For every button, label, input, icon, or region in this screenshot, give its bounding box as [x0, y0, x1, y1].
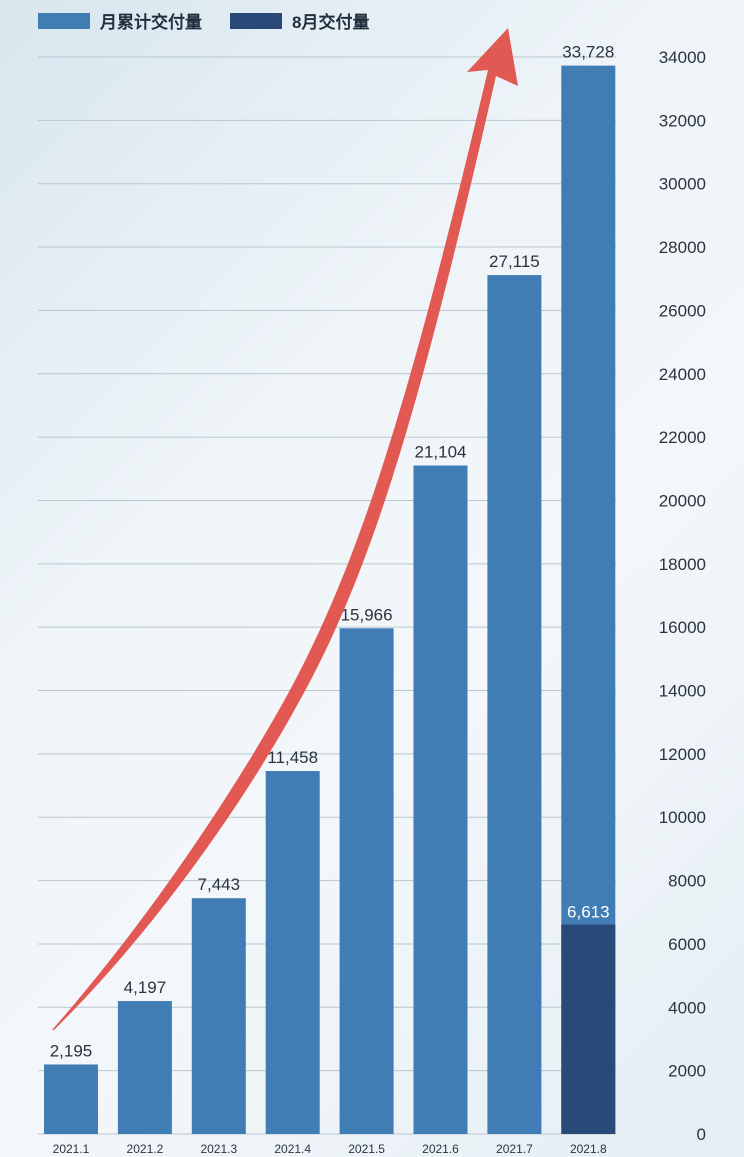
bar-cumulative	[265, 771, 320, 1134]
legend-label-august: 8月交付量	[292, 13, 370, 32]
y-tick-label: 30000	[659, 175, 706, 194]
y-tick-label: 22000	[659, 428, 706, 447]
x-tick-label: 2021.2	[127, 1142, 164, 1156]
bar-august	[561, 924, 616, 1134]
x-tick-label: 2021.3	[200, 1142, 237, 1156]
legend: 月累计交付量 8月交付量	[38, 8, 397, 33]
data-label: 11,458	[267, 748, 318, 767]
data-label: 33,728	[562, 43, 614, 62]
y-tick-label: 8000	[668, 872, 706, 891]
data-label: 21,104	[415, 442, 467, 461]
y-tick-label: 20000	[659, 491, 706, 510]
data-label: 15,966	[341, 605, 393, 624]
y-tick-label: 16000	[659, 618, 706, 637]
data-label: 7,443	[198, 875, 241, 894]
y-tick-label: 6000	[668, 935, 706, 954]
y-tick-label: 12000	[659, 745, 706, 764]
data-label: 27,115	[489, 252, 540, 271]
data-label-august: 6,613	[567, 903, 610, 922]
data-label: 4,197	[124, 978, 167, 997]
legend-label-cumulative: 月累计交付量	[100, 13, 202, 32]
x-tick-label: 2021.7	[496, 1142, 533, 1156]
y-tick-label: 24000	[659, 365, 706, 384]
y-tick-label: 10000	[659, 808, 706, 827]
y-tick-label: 14000	[659, 682, 706, 701]
bar-cumulative	[117, 1001, 172, 1134]
y-tick-label: 28000	[659, 238, 706, 257]
y-tick-label: 4000	[668, 998, 706, 1017]
bar-cumulative	[44, 1064, 98, 1134]
bar-cumulative	[413, 465, 468, 1134]
x-tick-label: 2021.5	[348, 1142, 385, 1156]
data-label: 2,195	[50, 1041, 93, 1060]
legend-item-cumulative: 月累计交付量	[38, 8, 202, 33]
y-tick-label: 2000	[668, 1062, 706, 1081]
x-tick-label: 2021.4	[274, 1142, 311, 1156]
legend-swatch-august	[230, 12, 282, 29]
bar-cumulative	[339, 628, 394, 1134]
y-tick-label: 34000	[659, 48, 706, 67]
x-tick-label: 2021.6	[422, 1142, 459, 1156]
x-tick-label: 2021.1	[53, 1142, 90, 1156]
y-tick-label: 26000	[659, 301, 706, 320]
bar-cumulative	[487, 275, 542, 1134]
legend-item-august: 8月交付量	[230, 8, 369, 33]
legend-swatch-cumulative	[38, 12, 90, 29]
y-tick-label: 18000	[659, 555, 706, 574]
y-tick-label: 0	[697, 1125, 706, 1144]
y-tick-label: 32000	[659, 111, 706, 130]
x-tick-label: 2021.8	[570, 1142, 607, 1156]
bar-cumulative	[191, 898, 246, 1134]
